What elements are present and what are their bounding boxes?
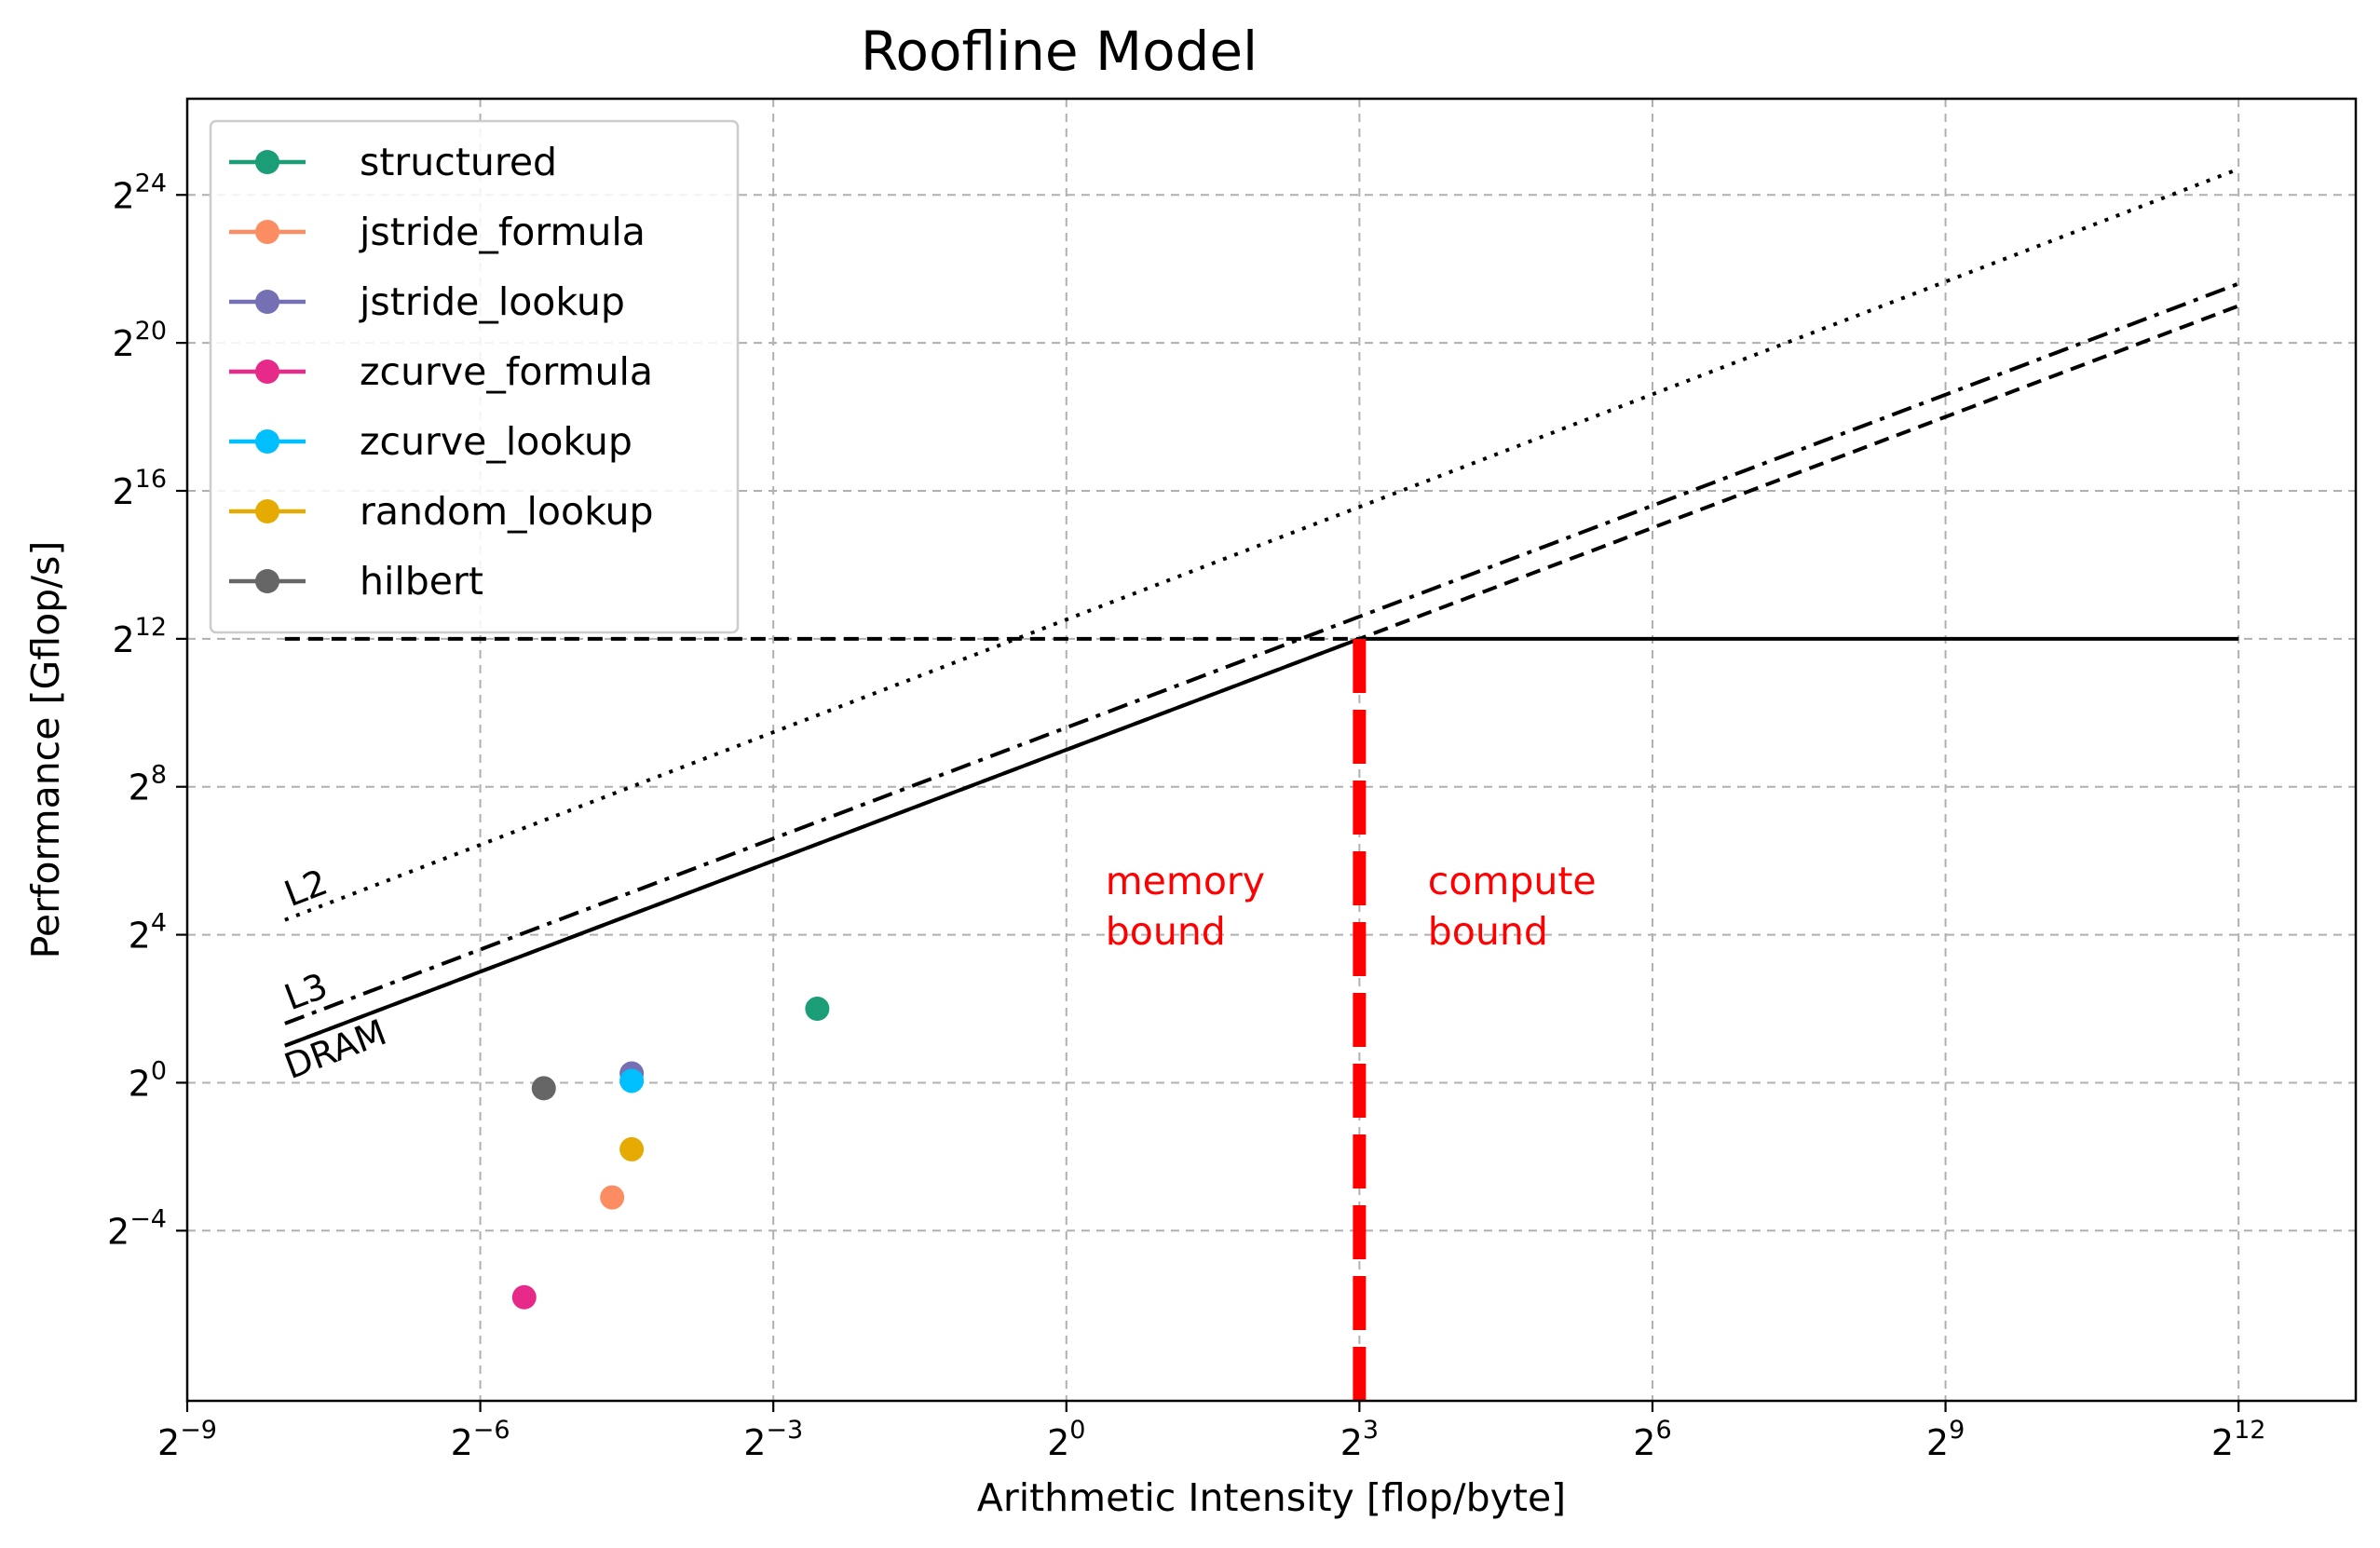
y-tick-label: 28 <box>129 761 167 808</box>
x-tick-base: 2 <box>451 1422 473 1463</box>
y-tick-exponent: 16 <box>135 465 167 494</box>
x-tick-label: 20 <box>1047 1416 1085 1463</box>
region-annotation: memory bound <box>1106 859 1265 954</box>
y-tick-label: 2−4 <box>107 1204 167 1252</box>
region-annotation-line: memory <box>1106 859 1265 903</box>
x-tick-label: 29 <box>1926 1416 1965 1463</box>
x-tick-base: 2 <box>743 1422 766 1463</box>
y-tick-exponent: 4 <box>151 909 167 938</box>
legend-entry-label: zcurve_formula <box>360 349 653 394</box>
x-tick-base: 2 <box>1340 1422 1363 1463</box>
legend-box <box>209 119 740 634</box>
point-zcurve_lookup <box>619 1068 645 1093</box>
y-tick-exponent: 20 <box>135 317 167 346</box>
legend-swatch-marker <box>255 569 279 593</box>
legend-swatch-marker <box>255 429 279 454</box>
y-tick-base: 2 <box>112 323 134 364</box>
region-annotation-line: bound <box>1428 909 1548 954</box>
axis-ticks: 2−9 2−6 2−3 20 23 26 29 2122−420242821221622022… <box>107 169 2265 1463</box>
x-tick-label: 23 <box>1340 1416 1379 1463</box>
point-zcurve_formula <box>511 1284 537 1310</box>
legend: structured jstride_formula jstride_lookupz… <box>209 119 740 634</box>
y-tick-exponent: 8 <box>151 761 167 790</box>
region-annotations: memory bound compute bound <box>1106 859 1597 954</box>
x-tick-label: 2−6 <box>451 1416 510 1463</box>
x-tick-base: 2 <box>2211 1422 2234 1463</box>
legend-entry-label: hilbert <box>360 559 483 604</box>
x-tick-exponent: −9 <box>180 1416 217 1445</box>
y-tick-base: 2 <box>129 1063 151 1104</box>
y-tick-base: 2 <box>112 619 134 660</box>
region-annotation-line: bound <box>1106 909 1226 954</box>
x-tick-label: 212 <box>2211 1416 2266 1463</box>
y-tick-base: 2 <box>112 471 134 512</box>
y-tick-exponent: −4 <box>129 1204 167 1233</box>
region-annotation-line: compute <box>1428 859 1597 903</box>
x-tick-label: 2−3 <box>743 1416 803 1463</box>
chart-title: Roofline Model <box>861 20 1258 83</box>
legend-entry-label: zcurve_lookup <box>360 419 632 464</box>
point-hilbert <box>531 1076 556 1101</box>
plot-frame <box>185 97 2358 1403</box>
y-tick-label: 24 <box>129 909 167 957</box>
y-tick-exponent: 24 <box>135 169 167 197</box>
point-random_lookup <box>619 1136 645 1161</box>
y-tick-base: 2 <box>129 916 151 957</box>
x-tick-base: 2 <box>1633 1422 1655 1463</box>
point-jstride_formula <box>600 1185 625 1210</box>
x-tick-label: 26 <box>1633 1416 1671 1463</box>
y-tick-label: 216 <box>112 465 167 512</box>
roof-line-dashdot <box>284 281 2239 1025</box>
legend-swatch-marker <box>255 499 279 523</box>
x-tick-exponent: −6 <box>473 1416 510 1445</box>
legend-entry-label: jstride_lookup <box>359 279 625 324</box>
legend-swatch-marker <box>255 220 279 244</box>
x-tick-base: 2 <box>1926 1422 1949 1463</box>
data-points <box>511 997 830 1310</box>
legend-swatch-marker <box>255 360 279 384</box>
x-tick-exponent: −3 <box>766 1416 803 1445</box>
y-tick-base: 2 <box>112 175 134 216</box>
region-annotation: compute bound <box>1428 859 1597 954</box>
y-tick-exponent: 0 <box>151 1056 167 1085</box>
legend-entry-label: jstride_formula <box>359 210 646 254</box>
y-tick-label: 212 <box>112 613 167 660</box>
legend-entry-label: structured <box>360 140 557 184</box>
roof-line-dotted <box>284 167 2239 922</box>
x-tick-exponent: 0 <box>1069 1416 1085 1445</box>
legend-swatch-marker <box>255 290 279 314</box>
x-tick-base: 2 <box>157 1422 180 1463</box>
legend-entry-label: random_lookup <box>360 489 654 534</box>
y-axis-label: Performance [Gflop/s] <box>23 541 68 959</box>
y-tick-base: 2 <box>107 1211 129 1252</box>
point-structured <box>805 997 830 1022</box>
x-tick-exponent: 12 <box>2234 1416 2265 1445</box>
x-axis-label: Arithmetic Intensity [flop/byte] <box>977 1475 1566 1520</box>
roof-line-solid <box>284 636 1361 1048</box>
x-tick-exponent: 6 <box>1655 1416 1671 1445</box>
x-tick-label: 2−9 <box>157 1416 217 1463</box>
y-tick-exponent: 12 <box>135 613 167 642</box>
legend-swatch-marker <box>255 150 279 174</box>
x-tick-base: 2 <box>1047 1422 1069 1463</box>
x-tick-exponent: 3 <box>1363 1416 1379 1445</box>
x-tick-exponent: 9 <box>1949 1416 1965 1445</box>
y-tick-label: 224 <box>112 169 167 216</box>
y-tick-base: 2 <box>129 767 151 808</box>
y-tick-label: 220 <box>112 317 167 364</box>
y-tick-label: 20 <box>129 1056 167 1104</box>
